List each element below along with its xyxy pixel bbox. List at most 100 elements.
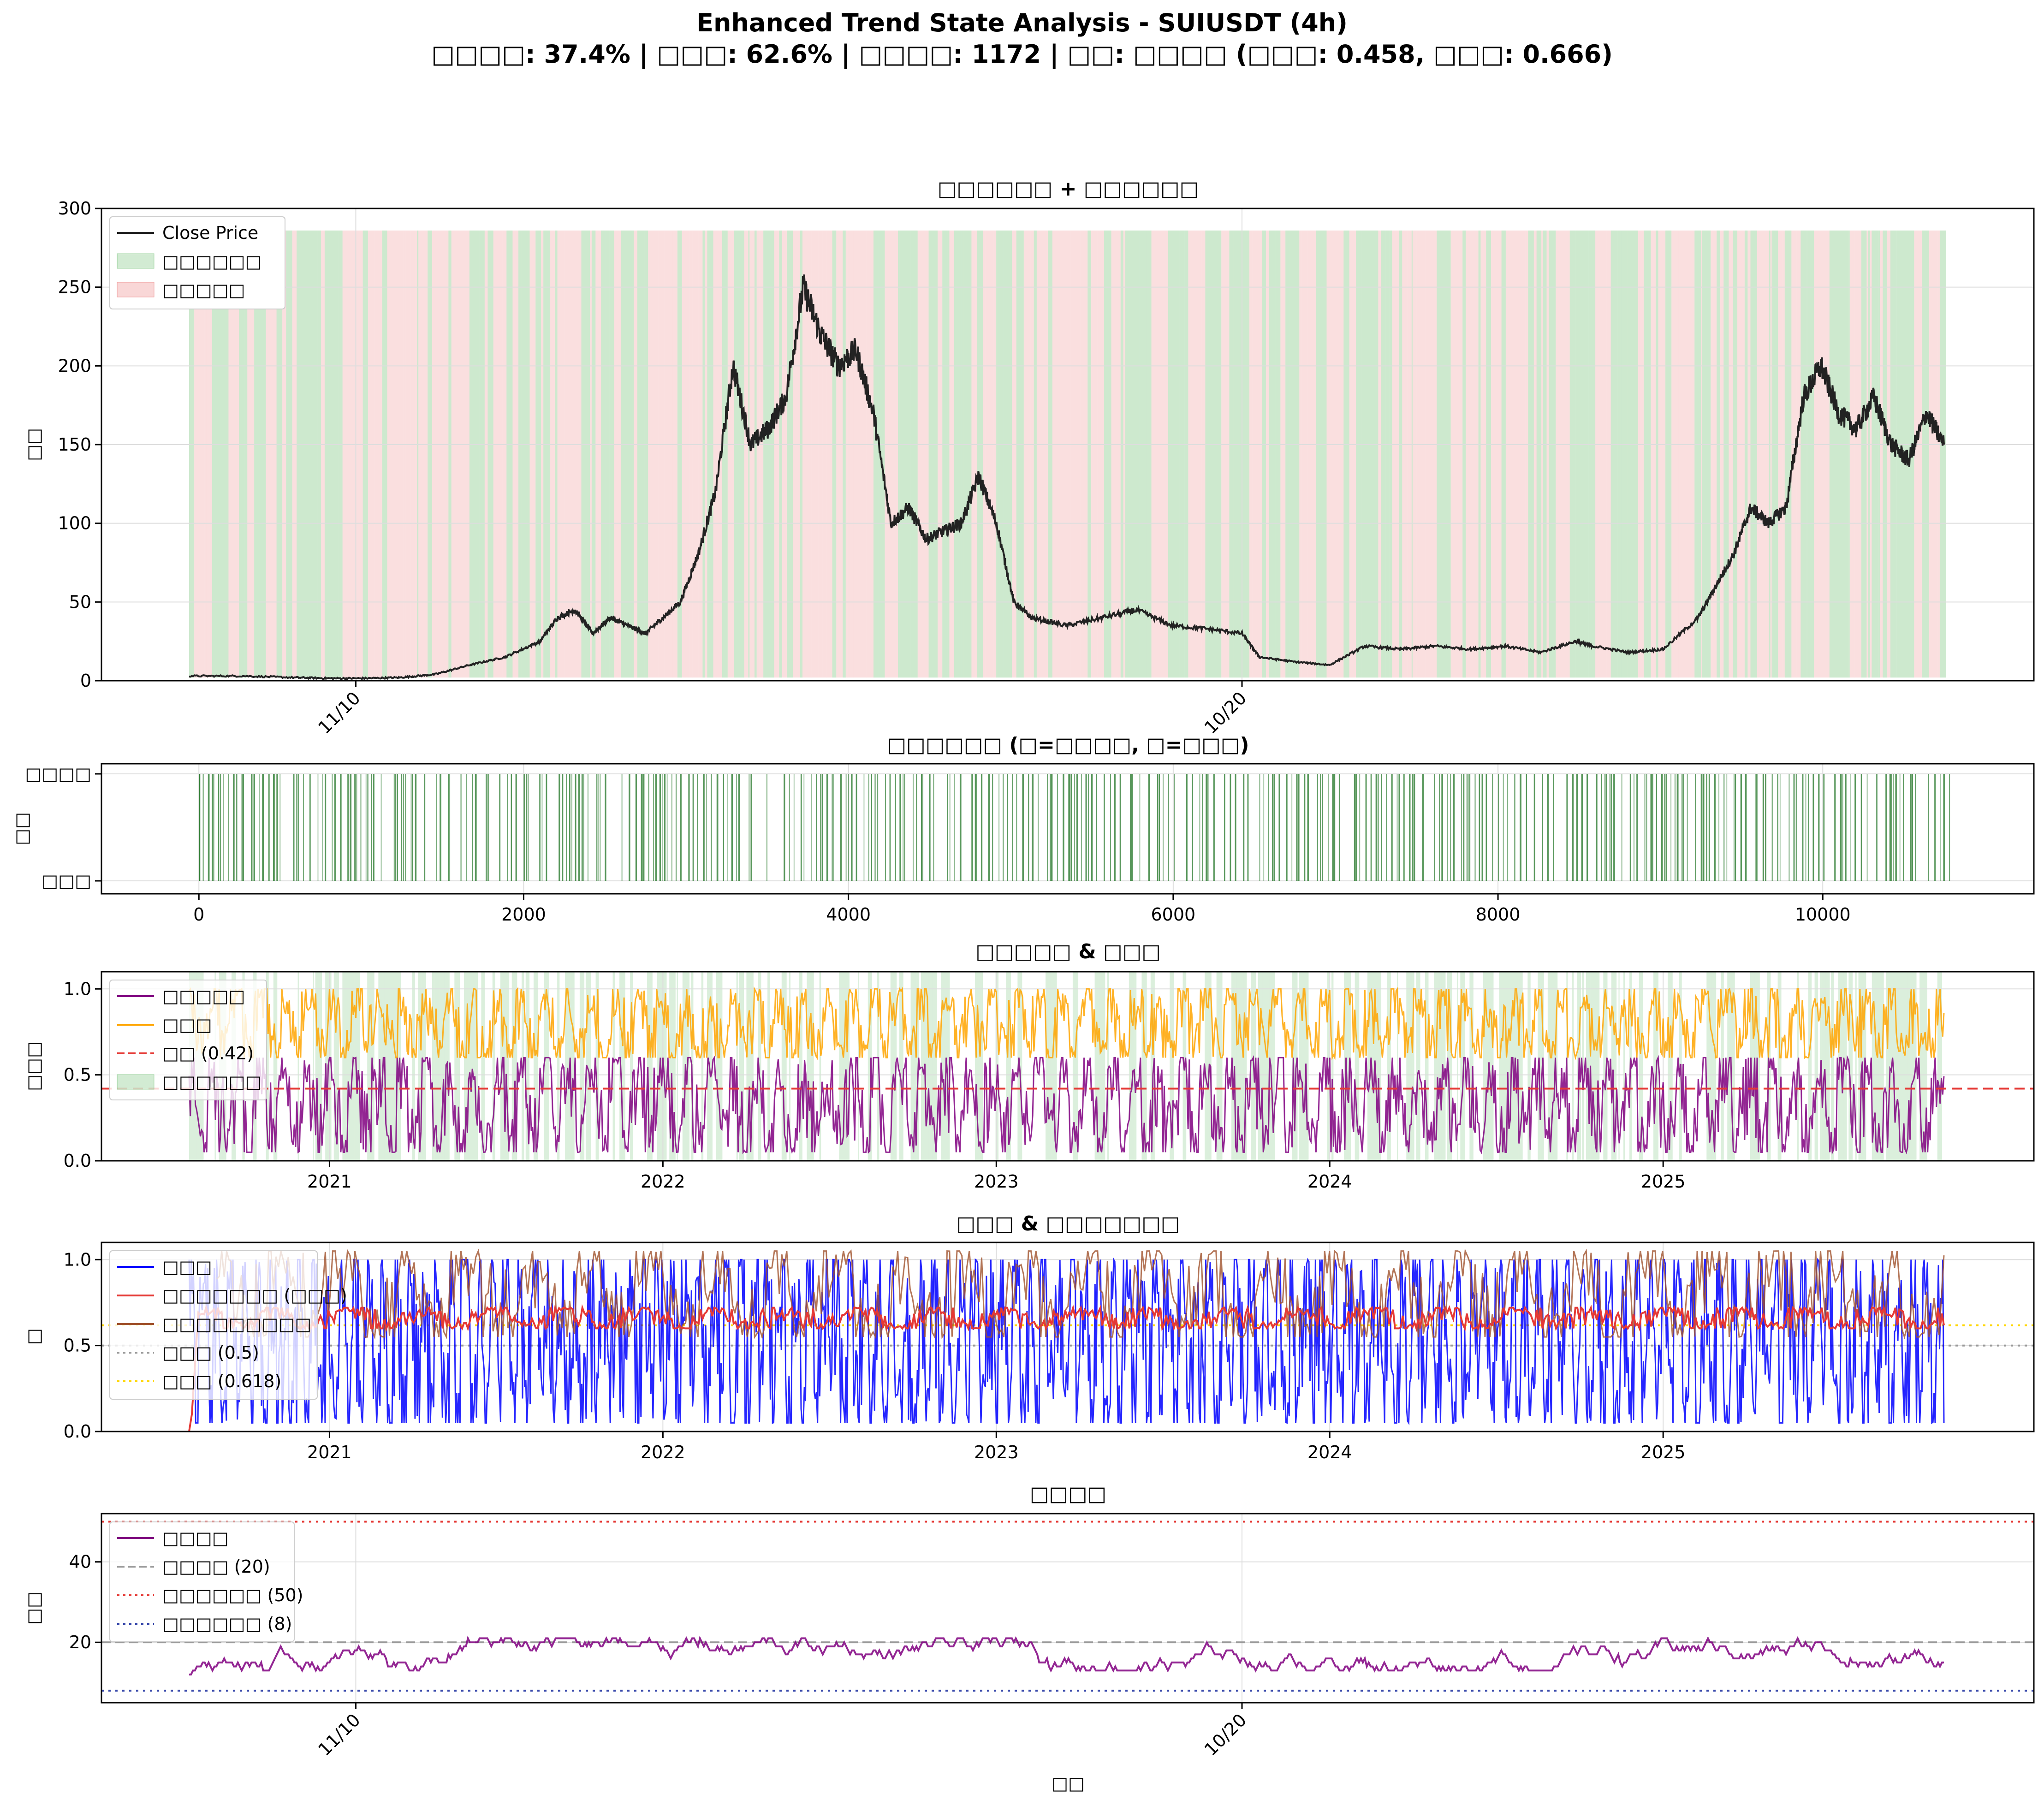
state-x-ticks: 0 2000 4000 6000 8000 10000: [193, 894, 1851, 925]
trend-zone-band: [595, 972, 599, 1161]
trend-zone-band: [1507, 972, 1510, 1161]
trend-state-bar: [1860, 774, 1862, 881]
trend-zone-band: [623, 972, 625, 1161]
legend-threshold-label: □□ (0.42): [162, 1043, 254, 1063]
trend-state-bar: [947, 774, 948, 881]
trend-zone-band: [688, 972, 690, 1161]
trend-state-bar: [367, 774, 368, 881]
trend-zone-band: [1331, 972, 1334, 1161]
trend-state-bar: [1755, 774, 1757, 881]
trend-state-bar: [1304, 774, 1306, 881]
trend-band: [535, 230, 541, 678]
trend-zone-band: [1439, 972, 1442, 1161]
trend-zone-band: [1618, 972, 1620, 1161]
range-band: [590, 230, 592, 678]
trend-state-bar: [1802, 774, 1804, 881]
trend-state-bar: [1235, 774, 1236, 881]
range-band: [410, 230, 416, 678]
range-band: [756, 230, 760, 678]
hurst-legend: □□□ □□□□□□□ (□□□) □□□□□□□□□ □□□ (0.5) □□…: [109, 1250, 347, 1400]
legend-range-label: □□□□□: [162, 280, 245, 300]
y-tick-label: 300: [58, 198, 91, 219]
trend-band: [1829, 230, 1834, 678]
trend-state-bar: [1186, 774, 1188, 881]
trend-zone-band: [367, 972, 370, 1161]
trend-zone-band: [1925, 972, 1927, 1161]
trend-zone-band: [466, 972, 470, 1161]
trend-state-bar: [1278, 774, 1280, 881]
range-band: [432, 230, 438, 678]
trend-band: [707, 230, 713, 678]
window-legend: □□□□ □□□□ (20) □□□□□□ (50) □□□□□□ (8): [109, 1521, 303, 1642]
range-band: [1701, 230, 1702, 678]
trend-state-bar: [1114, 774, 1116, 881]
trend-state-bar: [723, 774, 724, 881]
trend-state-bar: [1359, 774, 1361, 881]
trend-state-bar: [703, 774, 704, 881]
range-band: [664, 230, 670, 678]
trend-zone-band: [710, 972, 713, 1161]
trend-band: [787, 230, 793, 678]
trend-band: [1883, 230, 1887, 678]
range-band: [1651, 230, 1656, 678]
range-band: [991, 230, 994, 678]
trend-state-bar: [1230, 774, 1231, 881]
trend-state-bar: [1670, 774, 1671, 881]
range-band: [1778, 230, 1783, 678]
trend-state-bar: [347, 774, 349, 881]
trend-zone-band: [1750, 972, 1755, 1161]
trend-zone-band: [1299, 972, 1303, 1161]
trend-band: [1706, 230, 1711, 678]
price-title: □□□□□□ + □□□□□□: [938, 177, 1199, 201]
trend-band: [1784, 230, 1792, 678]
range-band: [484, 230, 488, 678]
trend-state-bar: [1876, 774, 1878, 881]
trend-zone-band: [1518, 972, 1521, 1161]
trend-state-bar: [1130, 774, 1131, 881]
trend-band: [1399, 230, 1402, 678]
legend-consistency-label: □□□□□: [162, 986, 245, 1006]
trend-state-bar: [232, 774, 235, 881]
trend-zone-band: [388, 972, 391, 1161]
trend-state-bar: [789, 774, 790, 881]
trend-zone-band: [877, 972, 879, 1161]
trend-band: [1724, 230, 1729, 678]
state-frame: [101, 763, 2035, 895]
x-tick-label: 2023: [974, 1442, 1019, 1462]
hurst-panel: 0.0 0.5 1.0 2021 2022 2023 2024 2025 □□□ & □□□…: [24, 1212, 2035, 1462]
trend-state-bar: [1192, 774, 1193, 881]
trend-state-bar: [424, 774, 426, 881]
trend-zone-band: [1171, 972, 1174, 1161]
trend-state-bar: [276, 774, 278, 881]
range-band: [866, 230, 874, 678]
price-panel: 0 50 100 150 200 250 300 11/10 10/20 □□□□□□ + □…: [24, 177, 2035, 738]
range-band: [985, 230, 992, 678]
trend-zone-band: [717, 972, 723, 1161]
range-band: [890, 230, 897, 678]
trend-state-bar: [223, 774, 224, 881]
trend-state-bar: [1903, 774, 1904, 881]
trend-zone-band: [1590, 972, 1594, 1161]
trend-state-bar: [1745, 774, 1747, 881]
y-tick-label: 40: [69, 1552, 91, 1572]
range-band: [1546, 230, 1549, 678]
range-band: [358, 230, 359, 678]
trend-state-bar: [1391, 774, 1393, 881]
trend-zone-band: [1264, 972, 1270, 1161]
trend-state-bar: [1928, 774, 1929, 881]
trend-band: [581, 230, 584, 678]
trend-zone-band: [1821, 972, 1826, 1161]
window-ylabel: □□: [24, 1592, 44, 1625]
y-tick-label: 50: [69, 592, 91, 612]
range-band: [682, 230, 689, 678]
range-band: [826, 230, 832, 678]
trend-state-bar: [1714, 774, 1716, 881]
trend-band: [1004, 230, 1005, 678]
trend-band: [963, 230, 965, 678]
range-band: [885, 230, 890, 678]
trend-state-bar: [1461, 774, 1462, 881]
trend-band: [264, 230, 266, 678]
trend-zone-band: [767, 972, 770, 1161]
trend-state-bar: [325, 774, 327, 881]
